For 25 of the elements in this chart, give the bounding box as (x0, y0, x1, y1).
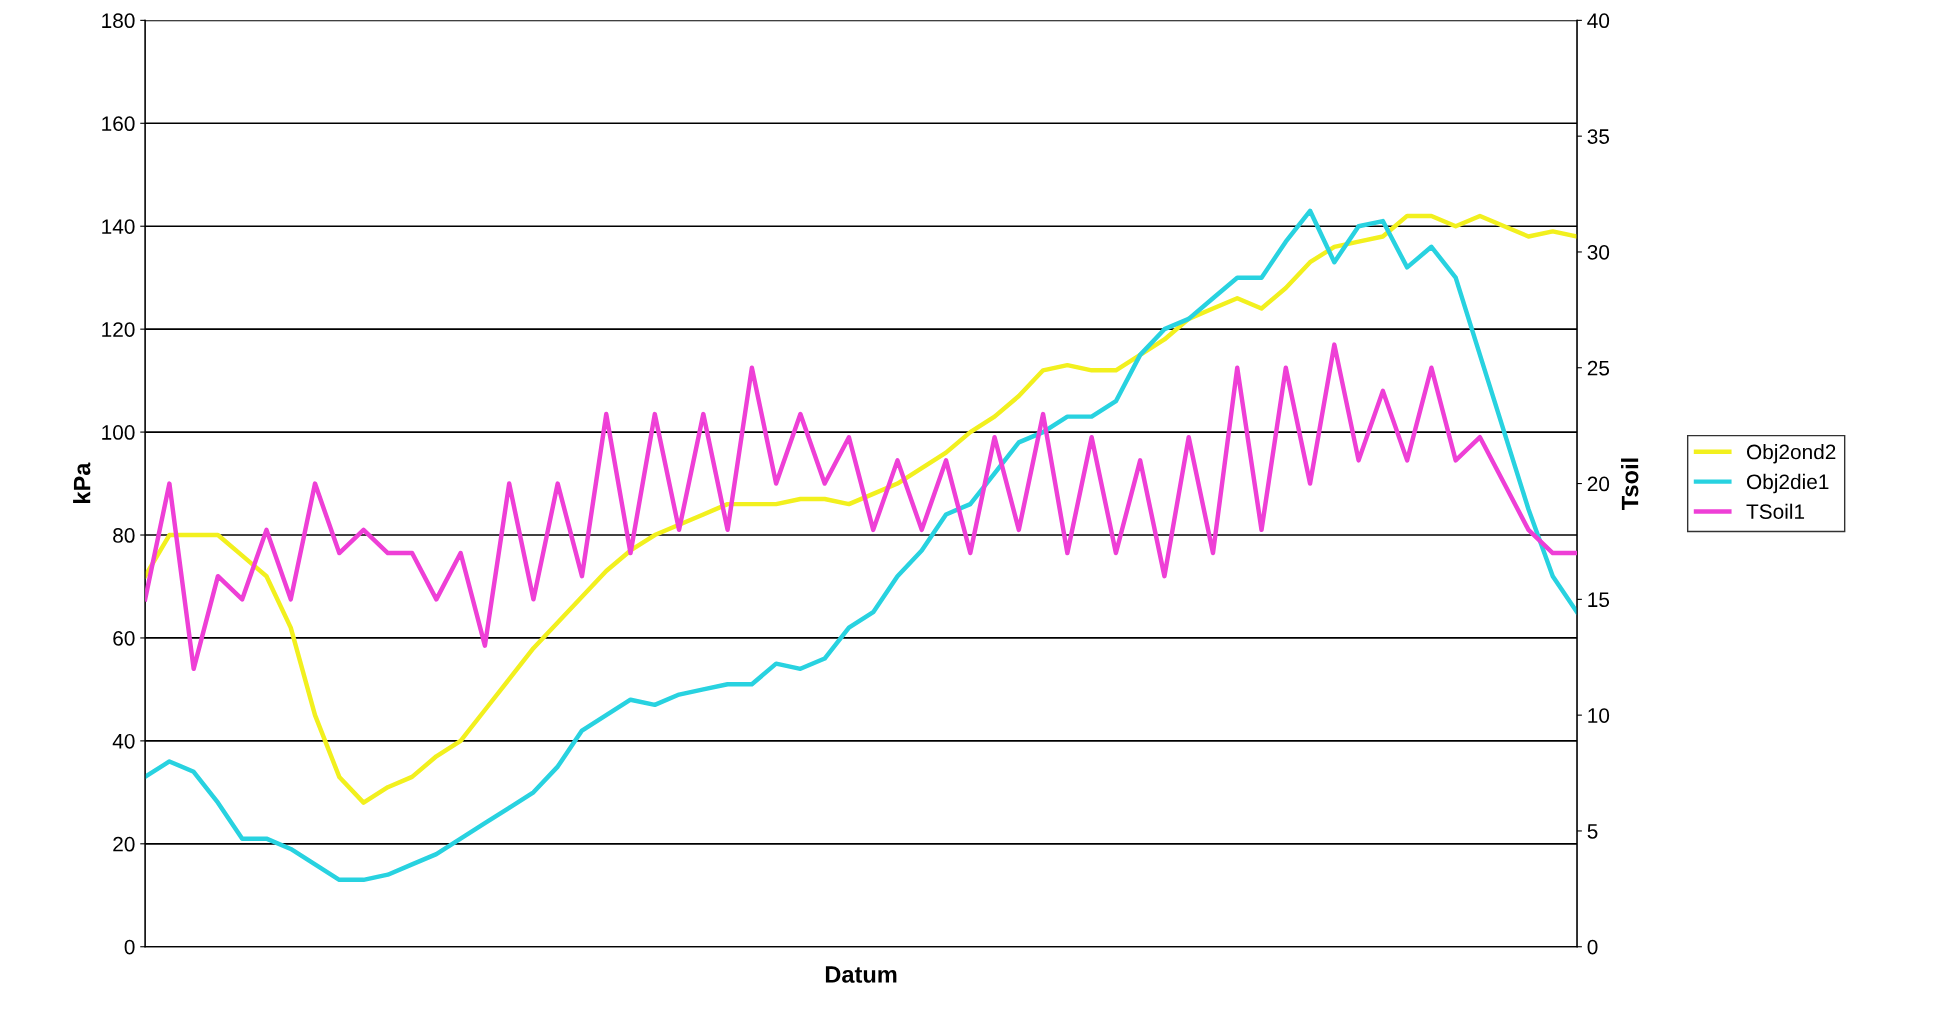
y2-tick-label: 15 (1588, 592, 1610, 608)
y2-tick-label: 0 (1587, 939, 1598, 955)
y2-tick-label: 30 (1587, 244, 1610, 260)
y-tick-label: 0 (124, 939, 135, 955)
y-tick-label: 60 (113, 630, 135, 646)
y-tick-label: 160 (102, 116, 135, 132)
legend-label: TSoil1 (1746, 503, 1805, 519)
y-axis-title: kPa (73, 462, 91, 503)
x-axis-title: Datum (825, 966, 897, 983)
y-tick-label: 180 (102, 13, 135, 29)
y2-tick-label: 10 (1588, 708, 1610, 723)
y2-tick-label: 35 (1587, 129, 1610, 144)
legend-label: Obj2die1 (1746, 473, 1829, 494)
y-tick-label: 140 (102, 219, 135, 234)
y-tick-label: 40 (112, 733, 135, 749)
y2-tick-label: 20 (1587, 476, 1610, 492)
y2-tick-label: 40 (1587, 13, 1610, 29)
y2-tick-label: 5 (1587, 824, 1598, 839)
y-tick-label: 80 (113, 528, 135, 543)
y2-tick-label: 25 (1587, 360, 1610, 376)
y-tick-label: 20 (113, 836, 135, 852)
legend-label: Obj2ond2 (1746, 444, 1836, 464)
y-tick-label: 100 (102, 425, 135, 440)
y-tick-label: 120 (102, 322, 135, 337)
y2-axis-title: Tsoil (1621, 458, 1639, 510)
